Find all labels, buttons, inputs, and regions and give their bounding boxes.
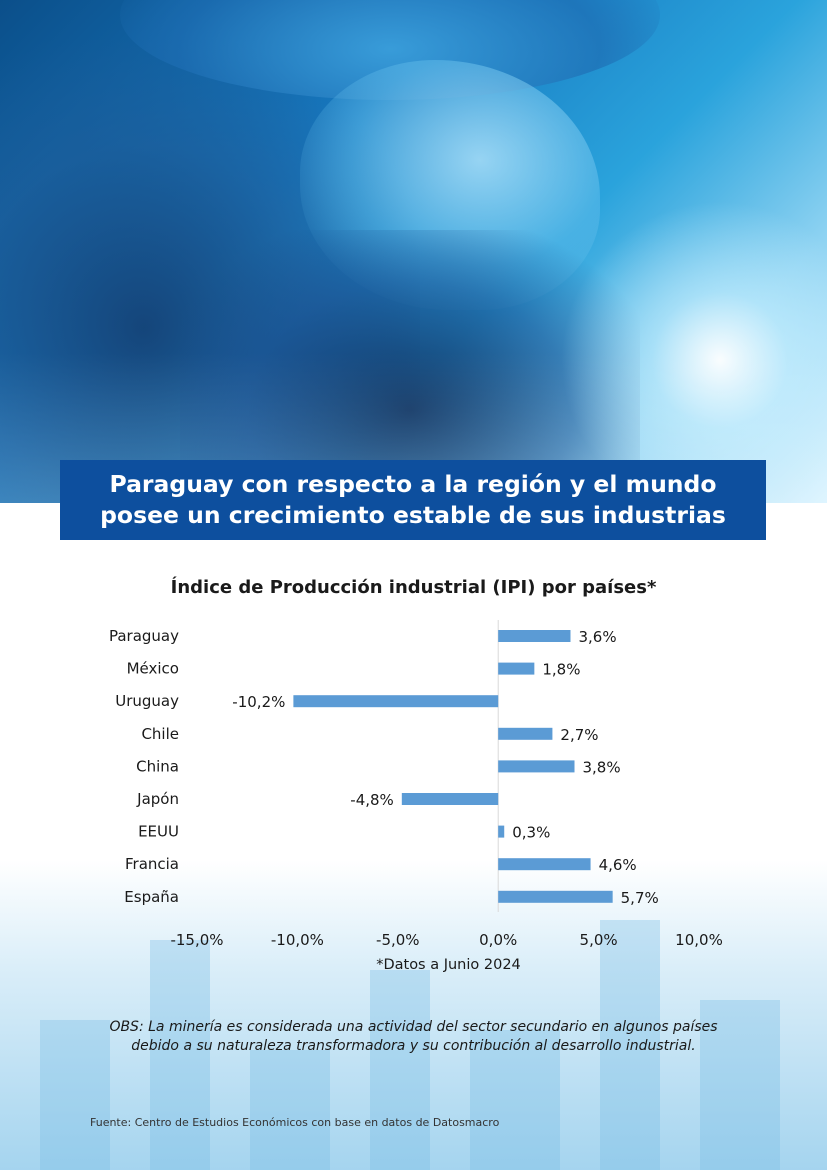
hero-shade bbox=[0, 0, 827, 503]
observation-note: OBS: La minería es considerada una activ… bbox=[40, 1018, 787, 1056]
data-label: 2,7% bbox=[560, 726, 598, 744]
bg-bar bbox=[250, 1050, 330, 1170]
category-label: Francia bbox=[125, 855, 179, 873]
observation-line-2: debido a su naturaleza transformadora y … bbox=[131, 1038, 696, 1054]
bar bbox=[498, 727, 553, 740]
data-label: 0,3% bbox=[512, 824, 550, 842]
chart-title: Índice de Producción industrial (IPI) po… bbox=[170, 577, 657, 598]
bar bbox=[498, 825, 505, 838]
bg-bar bbox=[370, 970, 430, 1170]
bar bbox=[401, 793, 499, 805]
x-tick-label: -5,0% bbox=[376, 931, 420, 949]
bar bbox=[498, 858, 591, 871]
x-tick-label: 5,0% bbox=[580, 931, 618, 949]
bar bbox=[498, 760, 575, 773]
x-tick-label: 10,0% bbox=[675, 931, 723, 949]
bg-bar bbox=[40, 1020, 110, 1170]
data-label: 1,8% bbox=[542, 661, 580, 679]
source-note: Fuente: Centro de Estudios Económicos co… bbox=[90, 1116, 500, 1129]
bar bbox=[498, 890, 613, 903]
observation-line-1: OBS: La minería es considerada una activ… bbox=[109, 1019, 718, 1035]
bottom-background bbox=[0, 860, 827, 1170]
ipi-bar-chart: Paraguay 3,6% México 1,8% Uruguay -10,2% Chile… bbox=[109, 620, 723, 949]
hero-photo bbox=[0, 0, 827, 503]
bg-bar bbox=[150, 940, 210, 1170]
category-label: Uruguay bbox=[115, 692, 179, 710]
data-label: -10,2% bbox=[232, 693, 285, 711]
headline-banner: Paraguay con respecto a la región y el m… bbox=[60, 460, 766, 540]
hero-light-glow bbox=[560, 200, 827, 503]
x-tick-label: -10,0% bbox=[271, 931, 324, 949]
category-label: Japón bbox=[136, 790, 179, 808]
headline-line-2: posee un crecimiento estable de sus indu… bbox=[100, 501, 726, 529]
bar bbox=[293, 695, 499, 708]
chart-footnote: *Datos a Junio 2024 bbox=[376, 957, 521, 973]
bar bbox=[498, 630, 571, 642]
bg-bar bbox=[600, 920, 660, 1170]
category-label: España bbox=[124, 888, 179, 906]
data-label: 4,6% bbox=[599, 856, 637, 874]
category-label: Paraguay bbox=[109, 627, 179, 645]
data-label: 3,8% bbox=[583, 758, 621, 776]
category-label: EEUU bbox=[138, 823, 179, 841]
category-label: México bbox=[127, 660, 179, 678]
data-label: 3,6% bbox=[578, 628, 616, 646]
category-label: Chile bbox=[141, 725, 179, 743]
x-tick-label: -15,0% bbox=[170, 931, 223, 949]
bg-bar bbox=[470, 1030, 560, 1170]
bg-bar bbox=[700, 1000, 780, 1170]
data-label: 5,7% bbox=[621, 889, 659, 907]
bar bbox=[498, 662, 535, 675]
headline-line-1: Paraguay con respecto a la región y el m… bbox=[109, 470, 717, 498]
data-label: -4,8% bbox=[350, 791, 394, 809]
category-label: China bbox=[136, 757, 179, 775]
x-tick-label: 0,0% bbox=[479, 931, 517, 949]
